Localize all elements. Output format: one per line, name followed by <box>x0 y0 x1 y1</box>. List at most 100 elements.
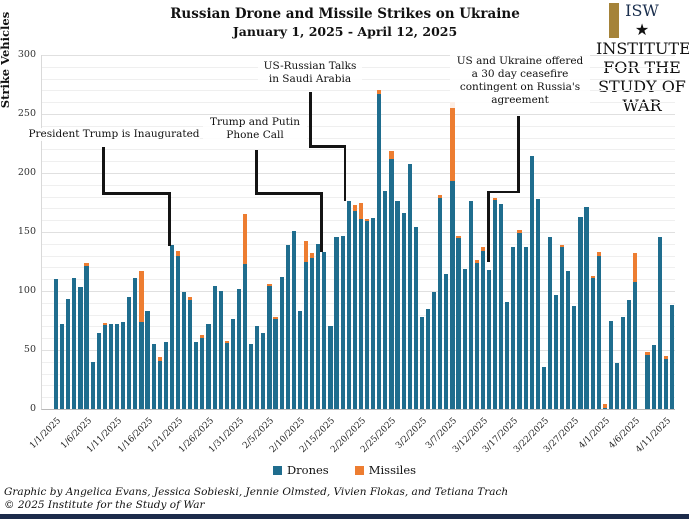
drones-bar-2/5/2025 <box>267 286 272 409</box>
drones-bar-1/18/2025 <box>157 360 162 409</box>
drones-bar-1/5/2025 <box>78 287 83 409</box>
drones-bar-1/16/2025 <box>145 311 150 409</box>
annotation-ceasefire-offer: US and Ukraine offered a 30 day ceasefir… <box>450 55 590 108</box>
drones-bar-3/26/2025 <box>566 270 571 409</box>
gridline-260 <box>42 102 675 104</box>
drones-bar-2/13/2025 <box>316 243 321 409</box>
drones-bar-4/12/2025 <box>669 305 675 409</box>
drones-bar-2/8/2025 <box>285 244 290 409</box>
drones-bar-2/15/2025 <box>328 326 333 409</box>
gridline-200 <box>42 173 675 174</box>
missiles-bar-2/1/2025 <box>242 214 248 264</box>
drones-bar-1/14/2025 <box>133 278 138 409</box>
gridline-90 <box>42 302 675 304</box>
drones-bar-2/17/2025 <box>340 235 345 409</box>
missiles-bar-3/8/2025 <box>456 235 461 238</box>
drones-bar-4/8/2025 <box>645 354 650 409</box>
legend-drones-label: Drones <box>286 463 329 477</box>
drones-bar-1/31/2025 <box>236 288 242 409</box>
legend-item-drones: Drones <box>272 463 329 477</box>
missiles-bar-4/6/2025 <box>633 253 638 282</box>
drones-bar-2/14/2025 <box>322 252 327 409</box>
drones-bar-1/24/2025 <box>194 341 199 409</box>
missiles-bar-3/30/2025 <box>590 275 595 279</box>
drones-bar-2/3/2025 <box>255 326 260 409</box>
drones-bar-1/21/2025 <box>175 255 181 409</box>
missiles-bar-1/9/2025 <box>102 322 107 326</box>
connector-inauguration-v1 <box>102 147 105 194</box>
missiles-bar-2/23/2025 <box>377 90 382 94</box>
drones-bar-3/29/2025 <box>584 207 589 409</box>
gridline-210 <box>42 161 675 163</box>
y-tick-200: 200 <box>17 167 36 178</box>
missiles-bar-1/18/2025 <box>157 357 162 361</box>
drones-bar-1/8/2025 <box>96 333 101 409</box>
connector-inauguration-h <box>102 192 170 195</box>
copyright-line: © 2025 Institute for the Study of War <box>4 499 205 511</box>
gridline-70 <box>42 326 675 328</box>
drones-bar-3/1/2025 <box>413 227 418 409</box>
missiles-bar-2/21/2025 <box>364 219 370 222</box>
gridline-40 <box>42 361 675 363</box>
missiles-bar-3/14/2025 <box>493 197 498 201</box>
gridline-100 <box>42 291 675 292</box>
gridline-140 <box>42 243 675 245</box>
bottom-navy-strip <box>0 514 689 519</box>
drones-bar-3/27/2025 <box>572 306 577 409</box>
missiles-bar-3/18/2025 <box>517 229 522 234</box>
missiles-bar-1/23/2025 <box>188 296 193 301</box>
star-icon: ★ <box>634 20 650 39</box>
missiles-bar-1/15/2025 <box>139 270 144 322</box>
drones-bar-3/18/2025 <box>517 233 522 409</box>
drones-bar-1/17/2025 <box>151 344 156 409</box>
drones-bar-4/10/2025 <box>657 236 662 409</box>
gridline-180 <box>42 196 675 198</box>
drones-bar-4/9/2025 <box>651 345 656 409</box>
drones-bar-1/20/2025 <box>169 244 174 409</box>
drones-bar-4/1/2025 <box>602 407 607 409</box>
drones-bar-3/10/2025 <box>468 201 473 409</box>
drones-bar-1/10/2025 <box>108 324 114 409</box>
missiles-bar-1/25/2025 <box>200 334 205 339</box>
drones-bar-4/5/2025 <box>627 300 632 409</box>
drones-swatch-icon <box>272 465 282 475</box>
missiles-bar-2/6/2025 <box>273 316 278 320</box>
gridline-160 <box>42 220 675 222</box>
gridline-130 <box>42 255 675 257</box>
drones-bar-1/2/2025 <box>60 324 65 409</box>
drones-bar-2/10/2025 <box>297 311 303 409</box>
drones-bar-3/31/2025 <box>596 255 601 409</box>
drones-bar-3/13/2025 <box>486 269 492 409</box>
drones-bar-2/1/2025 <box>242 263 248 409</box>
drones-bar-3/12/2025 <box>480 250 485 409</box>
drones-bar-4/3/2025 <box>614 362 620 409</box>
drones-bar-3/24/2025 <box>553 294 559 409</box>
drones-bar-3/14/2025 <box>493 200 498 409</box>
annotation-saudi-talks: US-Russian Talks in Saudi Arabia <box>258 60 362 87</box>
drones-bar-3/4/2025 <box>432 292 437 409</box>
gridline-220 <box>42 149 675 151</box>
drones-bar-3/7/2025 <box>450 181 455 409</box>
missiles-bar-4/1/2025 <box>602 404 607 408</box>
drones-bar-1/11/2025 <box>114 324 120 409</box>
legend-missiles-label: Missiles <box>368 463 417 477</box>
connector-inauguration-v2 <box>168 192 171 246</box>
drones-bar-3/30/2025 <box>590 278 595 409</box>
missiles-swatch-icon <box>354 465 364 475</box>
drones-bar-3/6/2025 <box>444 274 449 409</box>
gridline-270 <box>42 90 675 92</box>
drones-bar-2/2/2025 <box>249 344 254 409</box>
y-axis-label: Strike Vehicles <box>0 11 12 109</box>
drones-bar-2/4/2025 <box>261 333 266 409</box>
drones-bar-1/19/2025 <box>163 341 168 409</box>
missiles-bar-4/11/2025 <box>663 355 668 360</box>
gridline-300 <box>42 55 675 56</box>
y-tick-150: 150 <box>17 226 36 237</box>
gridline-230 <box>42 137 675 139</box>
drones-bar-2/22/2025 <box>371 217 376 409</box>
missiles-bar-4/8/2025 <box>645 352 650 355</box>
drones-bar-1/26/2025 <box>206 324 211 409</box>
y-tick-250: 250 <box>17 108 36 119</box>
drones-bar-1/4/2025 <box>72 278 77 409</box>
drones-bar-4/2/2025 <box>608 320 614 409</box>
